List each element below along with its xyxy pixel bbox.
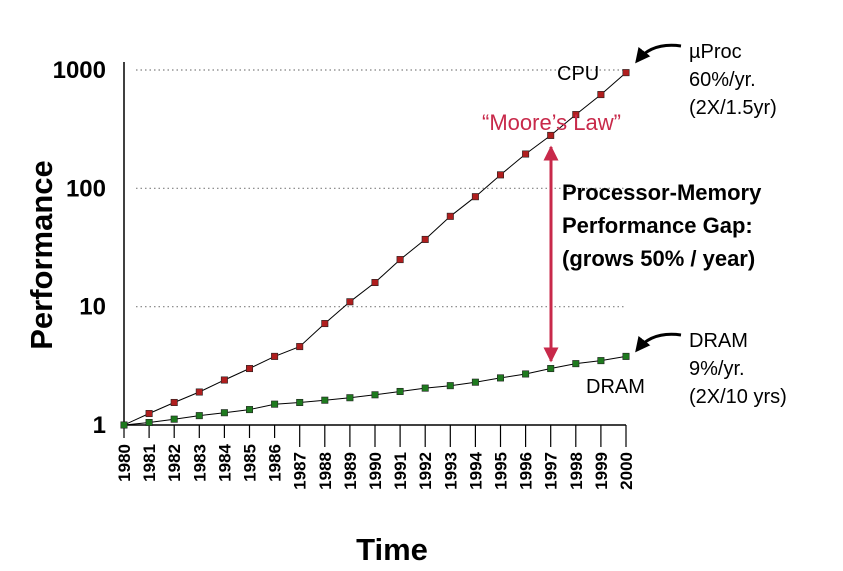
x-tick-label: 1997 bbox=[542, 452, 561, 490]
data-point-cpu bbox=[522, 150, 530, 158]
data-point-dram bbox=[522, 370, 530, 378]
data-point-cpu bbox=[421, 235, 429, 243]
gap-note-line-2: Performance Gap: bbox=[562, 213, 753, 238]
data-point-dram bbox=[120, 421, 128, 429]
data-point-cpu bbox=[346, 298, 354, 306]
cpu-callout-arrow bbox=[635, 43, 682, 64]
data-point-cpu bbox=[246, 365, 254, 373]
data-point-dram bbox=[296, 398, 304, 406]
x-tick-label: 1992 bbox=[416, 452, 435, 490]
cpu-note-line-2: 60%/yr. bbox=[689, 69, 756, 91]
y-tick-label: 100 bbox=[66, 175, 106, 202]
data-point-dram bbox=[572, 360, 580, 368]
x-tick-label: 1994 bbox=[466, 451, 485, 489]
data-point-cpu bbox=[572, 111, 580, 119]
x-axis-title: Time bbox=[356, 532, 428, 567]
data-point-dram bbox=[271, 400, 279, 408]
data-point-cpu bbox=[220, 376, 228, 384]
data-point-cpu bbox=[170, 398, 178, 406]
data-point-cpu bbox=[195, 388, 203, 396]
cpu-note-line-3: (2X/1.5yr) bbox=[689, 97, 777, 119]
data-point-dram bbox=[547, 365, 555, 373]
dram-series-label: DRAM bbox=[586, 376, 645, 398]
axes bbox=[123, 62, 627, 447]
dram-callout-arrow bbox=[635, 332, 682, 353]
data-point-dram bbox=[421, 384, 429, 392]
dram-note-line-2: 9%/yr. bbox=[689, 358, 745, 380]
gap-note-line-1: Processor-Memory bbox=[562, 180, 762, 205]
data-point-dram bbox=[471, 378, 479, 386]
data-point-dram bbox=[496, 374, 504, 382]
x-tick-label: 1999 bbox=[592, 452, 611, 490]
series bbox=[120, 69, 630, 429]
moores-law-label: “Moore’s Law” bbox=[482, 110, 621, 135]
data-point-dram bbox=[145, 418, 153, 426]
data-point-dram bbox=[597, 357, 605, 365]
y-axis-title: Performance bbox=[24, 160, 59, 350]
data-point-dram bbox=[446, 382, 454, 390]
x-tick-label: 1989 bbox=[341, 452, 360, 490]
data-point-cpu bbox=[471, 193, 479, 201]
x-tick-label: 1987 bbox=[291, 452, 310, 490]
x-tick-label: 1998 bbox=[567, 452, 586, 490]
data-point-dram bbox=[220, 409, 228, 417]
gridlines bbox=[136, 69, 626, 308]
x-tick-label: 1980 bbox=[115, 444, 134, 482]
cpu-note-line-1: µProc bbox=[689, 41, 742, 63]
data-point-cpu bbox=[547, 131, 555, 139]
y-tick-label: 10 bbox=[79, 294, 106, 321]
data-point-cpu bbox=[597, 91, 605, 99]
data-point-dram bbox=[371, 391, 379, 399]
x-tick-label: 1986 bbox=[266, 444, 285, 482]
data-point-cpu bbox=[396, 256, 404, 264]
data-point-cpu bbox=[496, 171, 504, 179]
x-tick-label: 1990 bbox=[366, 452, 385, 490]
data-point-cpu bbox=[622, 69, 630, 77]
data-point-dram bbox=[622, 352, 630, 360]
data-point-cpu bbox=[296, 343, 304, 351]
x-tick-label: 1982 bbox=[165, 444, 184, 482]
gap-note-line-3: (grows 50% / year) bbox=[562, 246, 755, 271]
data-point-cpu bbox=[145, 410, 153, 418]
x-tick-label: 1984 bbox=[215, 443, 234, 481]
y-tick-label: 1000 bbox=[53, 57, 106, 84]
data-point-dram bbox=[396, 387, 404, 395]
data-point-dram bbox=[170, 415, 178, 423]
data-point-dram bbox=[346, 394, 354, 402]
dram-note-line-1: DRAM bbox=[689, 330, 748, 352]
x-tick-label: 1995 bbox=[492, 452, 511, 490]
y-tick-label: 1 bbox=[93, 412, 106, 439]
data-point-cpu bbox=[371, 279, 379, 287]
x-tick-label: 1983 bbox=[190, 444, 209, 482]
cpu-series-label: CPU bbox=[557, 63, 599, 85]
y-tick-labels: 1 10 100 1000 bbox=[53, 57, 106, 439]
data-point-cpu bbox=[271, 352, 279, 360]
x-tick-label: 1991 bbox=[391, 452, 410, 490]
data-point-cpu bbox=[321, 320, 329, 328]
data-point-dram bbox=[195, 412, 203, 420]
x-tick-labels: 1980 1981 1982 1983 1984 1985 1986 1987 1988 1989… bbox=[115, 443, 636, 489]
data-point-cpu bbox=[446, 212, 454, 220]
x-tick-label: 1996 bbox=[517, 452, 536, 490]
x-tick-label: 2000 bbox=[617, 452, 636, 490]
data-point-dram bbox=[246, 406, 254, 414]
x-tick-label: 1981 bbox=[140, 444, 159, 482]
x-tick-label: 1988 bbox=[316, 452, 335, 490]
data-point-dram bbox=[321, 396, 329, 404]
dram-note-line-3: (2X/10 yrs) bbox=[689, 386, 787, 408]
x-tick-label: 1985 bbox=[241, 444, 260, 482]
x-tick-label: 1993 bbox=[441, 452, 460, 490]
